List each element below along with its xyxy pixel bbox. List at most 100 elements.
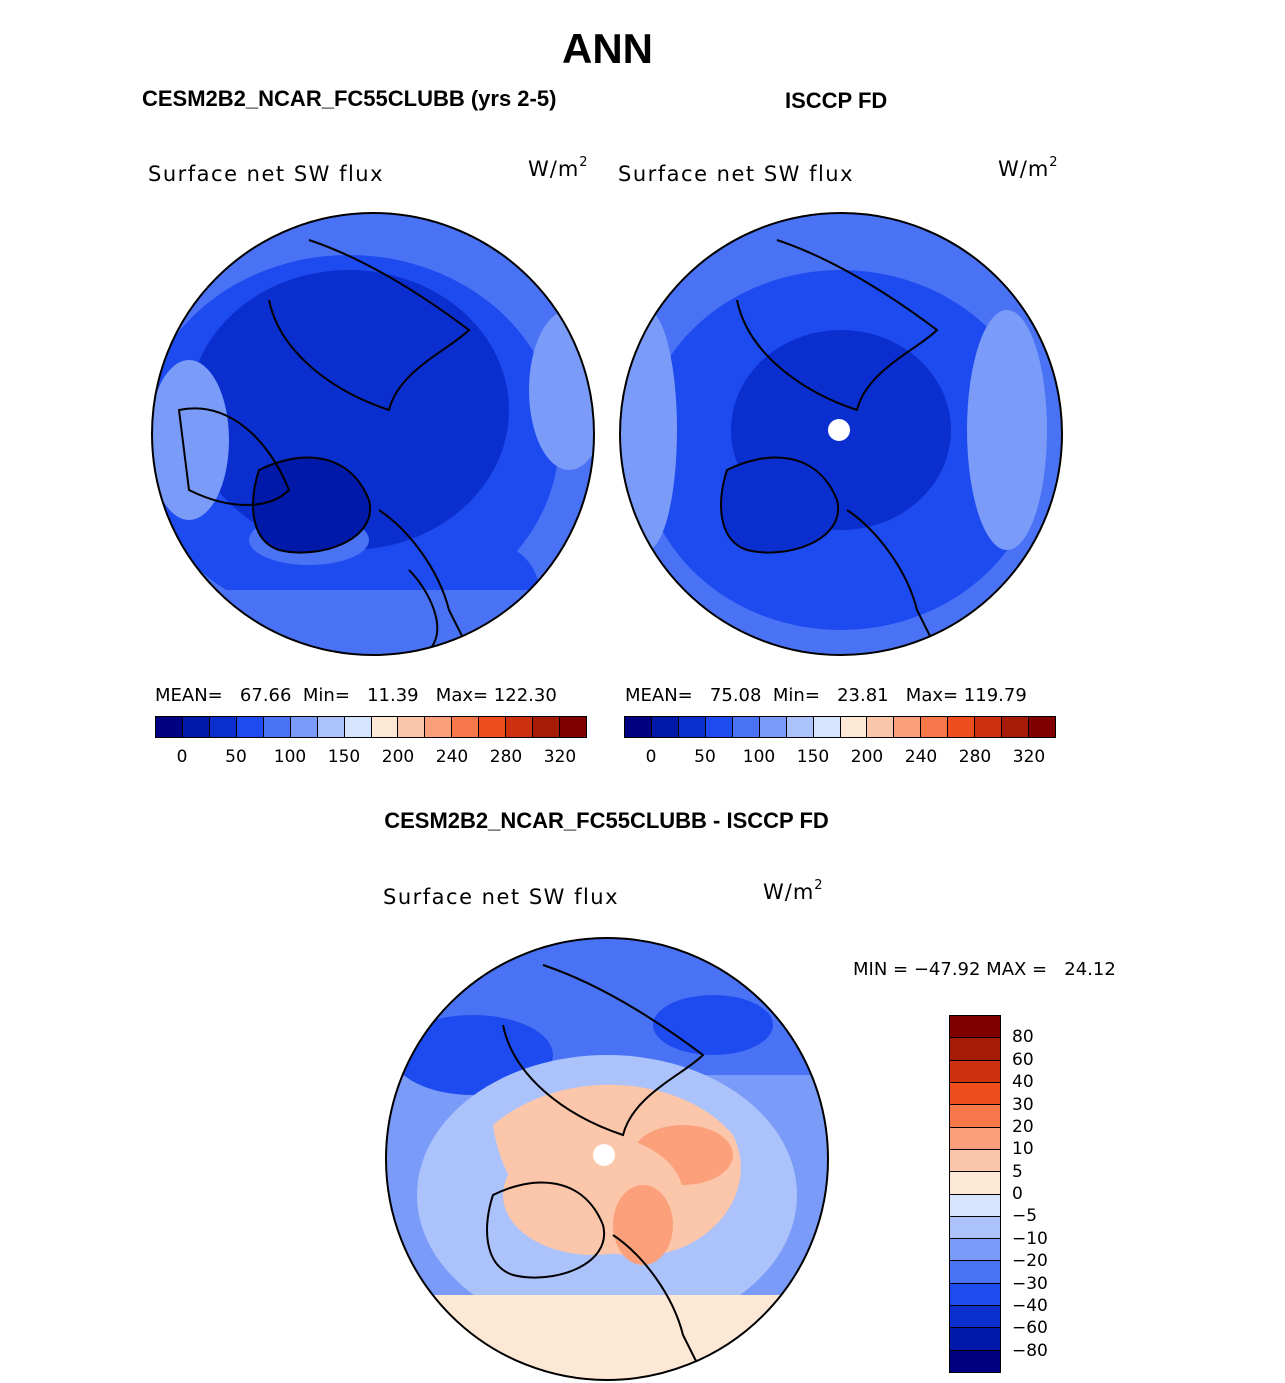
colorbar-tick-label: 5	[1012, 1161, 1023, 1182]
colorbar-tick-label: 80	[1012, 1027, 1034, 1048]
colorbar-swatch	[975, 717, 1003, 737]
colorbar-tick-label: 240	[435, 747, 469, 767]
colorbar-tick-label: 0	[1012, 1184, 1023, 1204]
model-colorbar	[155, 716, 587, 738]
colorbar-swatch	[651, 717, 679, 737]
model-units: W/m2	[528, 155, 589, 181]
obs-units: W/m2	[998, 155, 1059, 181]
obs-field-label: Surface net SW flux	[618, 162, 855, 186]
model-colorbar-labels: 0 50 100 150 200 240 280 320	[155, 747, 587, 769]
colorbar-swatch	[263, 717, 291, 737]
colorbar-swatch	[560, 717, 586, 737]
colorbar-swatch	[1002, 717, 1030, 737]
colorbar-swatch	[950, 1172, 1000, 1195]
colorbar-tick-label: 50	[225, 747, 247, 767]
colorbar-tick-label: 40	[1012, 1072, 1034, 1093]
diff-colorbar-labels: 80 60 40 30 20 10 5 0 −5 −10 −20 −30 −40 −60 −80	[1012, 1015, 1082, 1373]
colorbar-swatch	[625, 717, 652, 737]
colorbar-swatch	[813, 717, 841, 737]
colorbar-tick-label: −30	[1012, 1273, 1048, 1294]
colorbar-swatch	[950, 1306, 1000, 1329]
diff-polar-map	[385, 937, 829, 1381]
colorbar-swatch	[425, 717, 453, 737]
colorbar-swatch	[950, 1149, 1000, 1173]
colorbar-swatch	[950, 1038, 1000, 1061]
model-stats: MEAN= 67.66 Min= 11.39 Max= 122.30	[155, 685, 557, 706]
obs-stats: MEAN= 75.08 Min= 23.81 Max= 119.79	[625, 685, 1027, 706]
colorbar-swatch	[950, 1127, 1000, 1150]
colorbar-swatch	[290, 717, 318, 737]
colorbar-swatch	[533, 717, 561, 737]
colorbar-swatch	[950, 1194, 1000, 1217]
colorbar-swatch	[840, 717, 868, 737]
colorbar-tick-label: 10	[1012, 1139, 1034, 1160]
colorbar-tick-label: 0	[176, 747, 188, 767]
colorbar-tick-label: −20	[1012, 1251, 1048, 1272]
colorbar-swatch	[786, 717, 814, 737]
diff-units: W/m2	[763, 878, 824, 904]
colorbar-tick-label: 240	[904, 747, 938, 767]
colorbar-tick-label: 100	[273, 747, 307, 767]
colorbar-swatch	[950, 1261, 1000, 1284]
colorbar-swatch	[950, 1060, 1000, 1083]
colorbar-swatch	[209, 717, 237, 737]
colorbar-swatch	[759, 717, 787, 737]
colorbar-swatch	[182, 717, 210, 737]
colorbar-tick-label: 280	[489, 747, 523, 767]
colorbar-tick-label: 100	[742, 747, 776, 767]
colorbar-tick-label: 0	[645, 747, 657, 767]
obs-colorbar-labels: 0 50 100 150 200 240 280 320	[624, 747, 1056, 769]
colorbar-tick-label: 320	[1012, 747, 1046, 767]
colorbar-swatch	[398, 717, 426, 737]
colorbar-swatch	[1029, 717, 1055, 737]
colorbar-swatch	[950, 1283, 1000, 1307]
colorbar-tick-label: −10	[1012, 1228, 1048, 1249]
colorbar-tick-label: 320	[543, 747, 577, 767]
colorbar-swatch	[705, 717, 733, 737]
colorbar-tick-label: 200	[381, 747, 415, 767]
colorbar-tick-label: 280	[958, 747, 992, 767]
diff-stats: MIN = −47.92 MAX = 24.12	[853, 959, 1116, 980]
colorbar-swatch	[950, 1350, 1000, 1372]
obs-panel-title: ISCCP FD	[785, 88, 888, 113]
colorbar-swatch	[732, 717, 760, 737]
colorbar-swatch	[950, 1105, 1000, 1128]
colorbar-swatch	[950, 1216, 1000, 1240]
colorbar-swatch	[479, 717, 507, 737]
colorbar-swatch	[344, 717, 372, 737]
colorbar-swatch	[156, 717, 183, 737]
colorbar-swatch	[452, 717, 480, 737]
colorbar-swatch	[317, 717, 345, 737]
diff-colorbar	[949, 1015, 1001, 1373]
colorbar-swatch	[950, 1016, 1000, 1039]
colorbar-swatch	[678, 717, 706, 737]
colorbar-tick-label: 20	[1012, 1116, 1034, 1137]
colorbar-swatch	[921, 717, 949, 737]
colorbar-tick-label: 60	[1012, 1049, 1034, 1070]
colorbar-tick-label: 150	[327, 747, 361, 767]
obs-colorbar	[624, 716, 1056, 738]
colorbar-tick-label: 30	[1012, 1094, 1034, 1115]
colorbar-tick-label: −60	[1012, 1318, 1048, 1339]
model-field-label: Surface net SW flux	[148, 162, 385, 186]
colorbar-swatch	[506, 717, 534, 737]
colorbar-swatch	[371, 717, 399, 737]
colorbar-swatch	[948, 717, 976, 737]
main-title: ANN	[562, 25, 653, 72]
colorbar-swatch	[867, 717, 895, 737]
colorbar-tick-label: 150	[796, 747, 830, 767]
colorbar-swatch	[236, 717, 264, 737]
colorbar-tick-label: −40	[1012, 1295, 1048, 1316]
colorbar-tick-label: 200	[850, 747, 884, 767]
diff-field-label: Surface net SW flux	[383, 885, 620, 909]
colorbar-swatch	[894, 717, 922, 737]
colorbar-swatch	[950, 1239, 1000, 1262]
colorbar-swatch	[950, 1328, 1000, 1351]
model-panel-title: CESM2B2_NCAR_FC55CLUBB (yrs 2-5)	[142, 86, 557, 111]
diff-panel-title: CESM2B2_NCAR_FC55CLUBB - ISCCP FD	[384, 808, 829, 833]
colorbar-swatch	[950, 1082, 1000, 1106]
colorbar-tick-label: −5	[1012, 1206, 1038, 1227]
colorbar-tick-label: −80	[1012, 1340, 1048, 1361]
model-polar-map	[151, 212, 595, 656]
obs-polar-map	[619, 212, 1063, 656]
